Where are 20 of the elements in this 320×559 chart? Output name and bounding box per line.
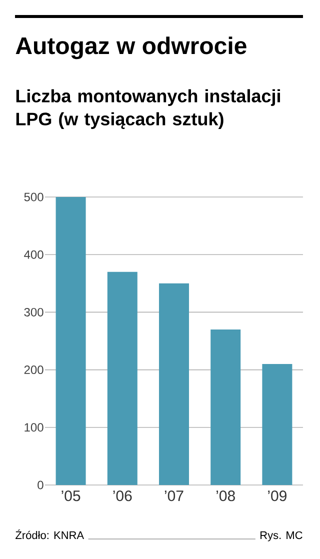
y-tick-label: 0 [38,480,44,490]
bar [262,364,292,485]
x-tick-label: ’06 [113,490,132,502]
x-tick-label: ’07 [164,490,184,502]
text: Źródło: KNRA [16,529,84,540]
y-tick-label: 300 [24,308,44,316]
y-tick-label: 400 [24,250,44,259]
chart-title: Autogaz w odwrocie [16,36,246,60]
x-tick-label: ’05 [62,490,80,502]
y-tick-label: 200 [24,366,44,374]
chart-subtitle: Liczba montowanych instalacji LPG (w tysiącach sztuk) [16,89,280,129]
bar [56,197,86,485]
y-tick-label: 500 [24,192,44,202]
x-tick-label: ’08 [216,490,235,502]
bar [158,283,189,485]
bar [210,329,241,485]
bar [107,272,138,485]
x-tick-label: ’09 [268,490,286,502]
text: Rys. MC [260,531,302,542]
y-tick-label: 100 [24,423,44,432]
